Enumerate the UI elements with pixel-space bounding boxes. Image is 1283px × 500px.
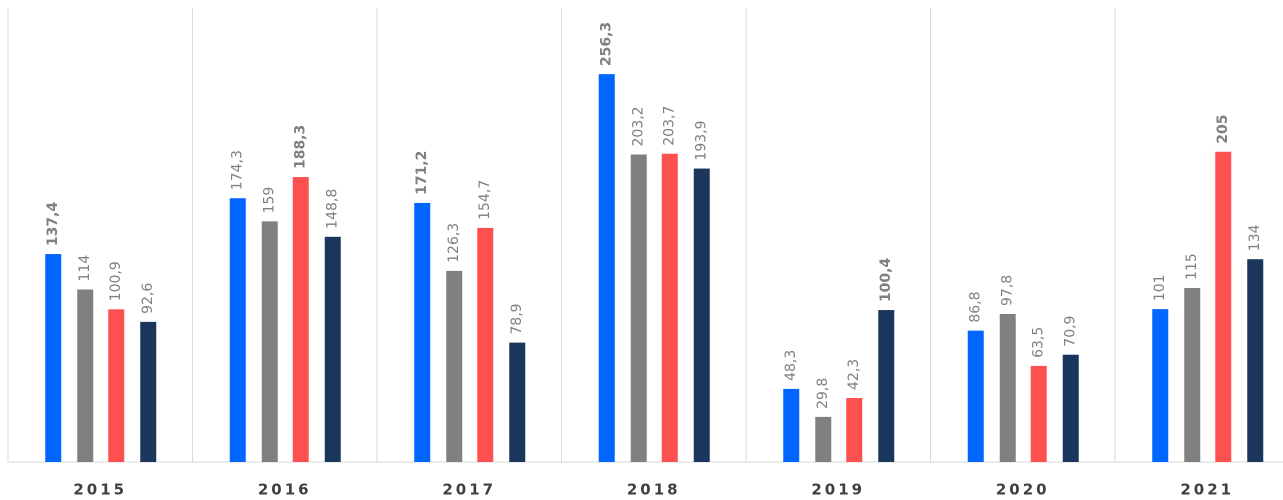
bar xyxy=(229,198,246,462)
data-label: 114 xyxy=(77,255,93,282)
data-label: 134 xyxy=(1247,224,1263,251)
x-tick-label: 2016 xyxy=(258,481,312,499)
bar xyxy=(292,177,309,462)
data-label: 92,6 xyxy=(140,283,156,314)
bar xyxy=(1062,354,1079,462)
data-label: 70,9 xyxy=(1063,316,1079,347)
x-tick-label: 2019 xyxy=(811,481,865,499)
bar xyxy=(783,388,800,462)
bar xyxy=(598,74,615,463)
data-label: 86,8 xyxy=(968,291,984,322)
data-label: 154,7 xyxy=(477,180,493,220)
bar xyxy=(324,236,341,462)
bar xyxy=(693,168,710,462)
data-label: 188,3 xyxy=(293,125,309,169)
bar xyxy=(108,309,125,462)
data-label: 193,9 xyxy=(694,120,710,160)
x-tick-label: 2018 xyxy=(627,481,681,499)
data-label: 256,3 xyxy=(599,22,615,66)
x-tick-label: 2021 xyxy=(1180,481,1234,499)
data-label: 97,8 xyxy=(1000,275,1016,306)
bar xyxy=(45,254,62,462)
data-label: 42,3 xyxy=(846,359,862,390)
bar xyxy=(1152,309,1169,462)
data-label: 203,2 xyxy=(631,106,647,146)
data-label: 174,3 xyxy=(230,150,246,190)
bar xyxy=(846,397,863,462)
bar xyxy=(661,153,678,462)
bar xyxy=(77,289,94,462)
bar xyxy=(1030,365,1047,462)
data-label: 205 xyxy=(1215,115,1231,144)
data-label: 101 xyxy=(1152,274,1168,301)
data-label: 159 xyxy=(262,187,278,214)
bar xyxy=(967,330,984,462)
data-label: 126,3 xyxy=(446,223,462,263)
data-label: 29,8 xyxy=(815,378,831,409)
data-label: 203,7 xyxy=(662,106,678,146)
bar xyxy=(509,342,526,462)
x-tick-label: 2015 xyxy=(73,481,127,499)
data-label: 171,2 xyxy=(414,151,430,195)
bar xyxy=(878,310,895,462)
bar xyxy=(1215,151,1232,462)
data-label: 100,9 xyxy=(108,261,124,301)
data-label: 137,4 xyxy=(45,202,61,247)
bar xyxy=(477,227,494,462)
data-label: 48,3 xyxy=(783,350,799,381)
bar xyxy=(630,154,647,462)
bar xyxy=(815,416,832,462)
bar xyxy=(1184,287,1201,462)
x-tick-label: 2020 xyxy=(996,481,1050,499)
bar xyxy=(999,313,1016,462)
bar xyxy=(1247,259,1264,462)
bar xyxy=(140,321,157,462)
data-label: 148,8 xyxy=(325,189,341,229)
data-label: 115 xyxy=(1184,253,1200,280)
bar xyxy=(414,202,431,462)
x-tick-label: 2017 xyxy=(442,481,496,499)
bar xyxy=(261,221,278,462)
data-label: 100,4 xyxy=(878,258,894,303)
data-label: 63,5 xyxy=(1031,327,1047,358)
data-label: 78,9 xyxy=(509,303,525,334)
bar xyxy=(446,270,463,462)
